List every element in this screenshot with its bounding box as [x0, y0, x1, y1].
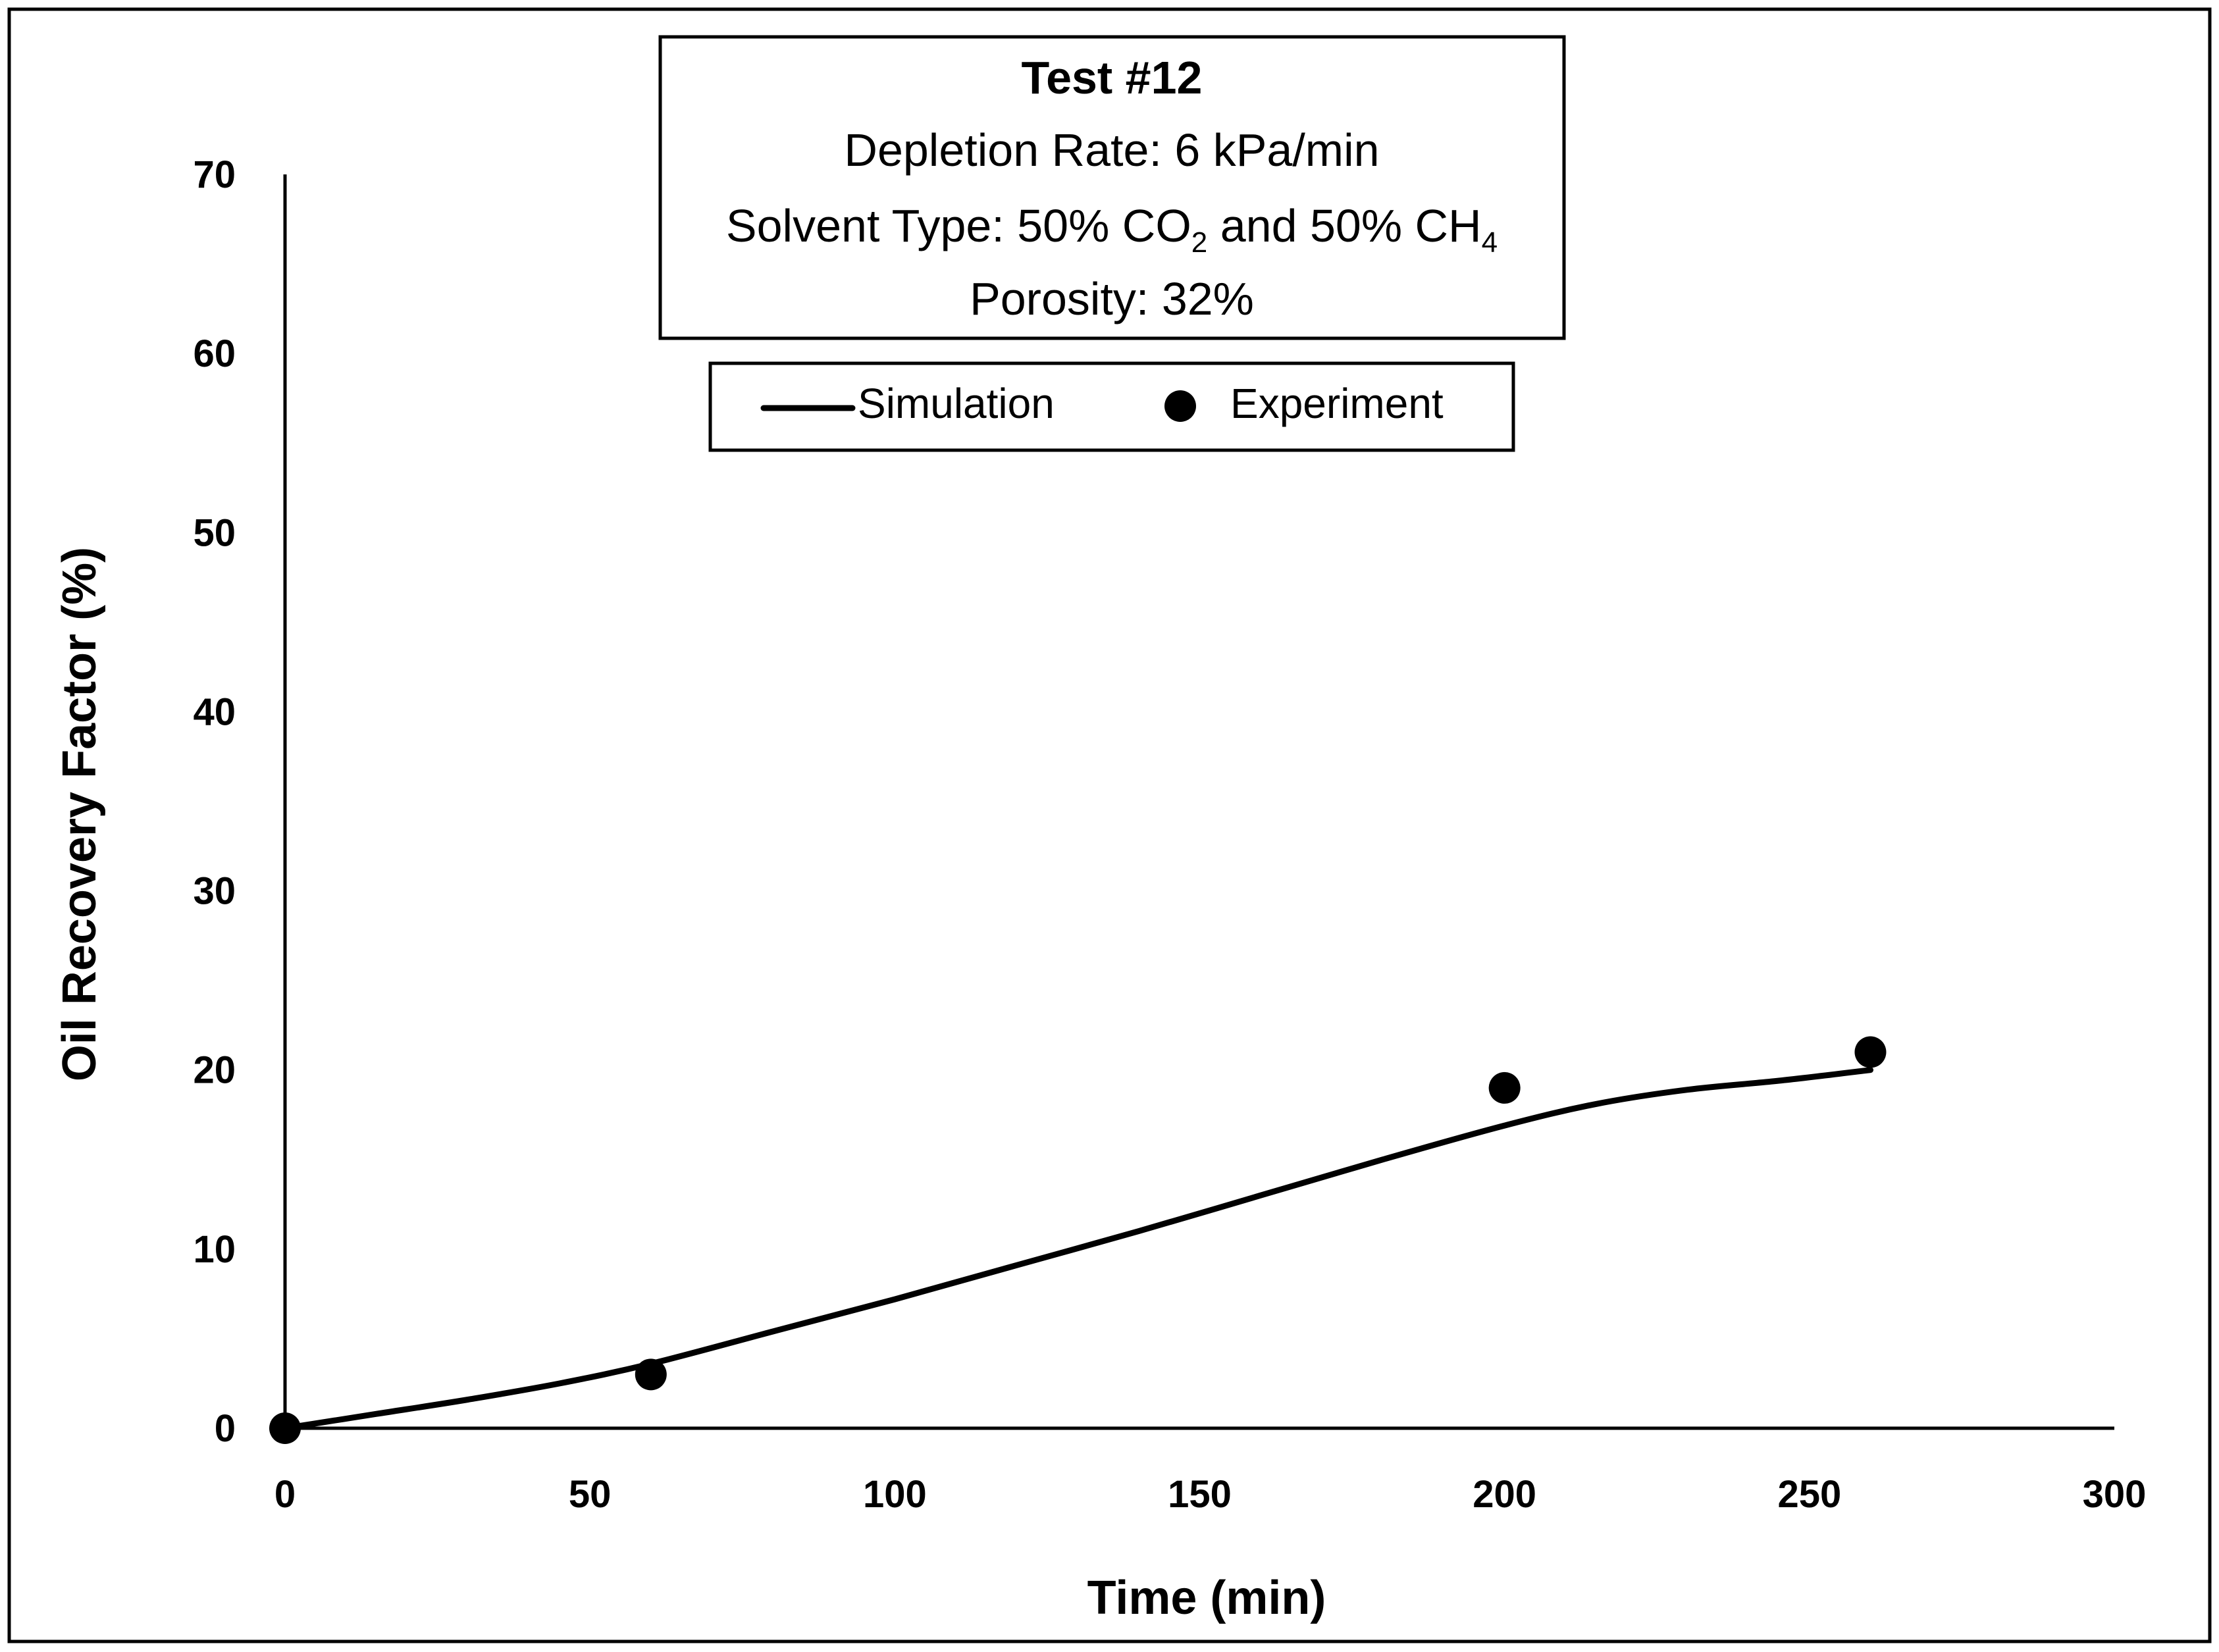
x-tick-label: 0	[274, 1473, 296, 1516]
x-tick-label: 200	[1473, 1473, 1536, 1516]
y-tick-label: 60	[193, 332, 236, 375]
x-tick-label: 100	[863, 1473, 927, 1516]
solvent-text-b: and 50% CH	[1207, 200, 1481, 251]
experiment-point	[1488, 1071, 1521, 1104]
experiment-point	[269, 1412, 301, 1444]
solvent-text-a: Solvent Type: 50% CO	[726, 200, 1191, 251]
x-tick-labels: 0 50 100 150 200 250 300	[274, 1473, 2147, 1516]
experiment-point	[1854, 1036, 1887, 1068]
simulation-series-line	[282, 1067, 1873, 1432]
y-tick-label: 20	[193, 1049, 236, 1092]
annotation-frame	[658, 35, 1566, 340]
y-tick-label: 50	[193, 511, 236, 554]
legend-simulation-label: Simulation	[858, 380, 1055, 427]
y-tick-label: 10	[193, 1228, 236, 1271]
x-tick-label: 150	[1168, 1473, 1232, 1516]
y-tick-label: 0	[215, 1407, 236, 1450]
legend-experiment-marker	[1164, 390, 1196, 422]
y-tick-label: 40	[193, 690, 236, 733]
solvent-subscript-co2: 2	[1191, 226, 1207, 259]
annotation-title: Test #12	[1022, 52, 1203, 103]
annotation-solvent-type: Solvent Type: 50% CO2 and 50% CH4	[726, 200, 1498, 259]
solvent-subscript-ch4: 4	[1482, 226, 1498, 259]
x-tick-label: 300	[2083, 1473, 2147, 1516]
legend: Simulation Experiment	[708, 361, 1515, 452]
y-axis-title: Oil Recovery Factor (%)	[53, 547, 106, 1081]
annotation-box: Test #12 Depletion Rate: 6 kPa/min Solve…	[658, 35, 1566, 340]
x-tick-label: 50	[569, 1473, 612, 1516]
x-axis-title: Time (min)	[1087, 1572, 1326, 1624]
experiment-point	[635, 1358, 667, 1391]
experiment-series-points	[269, 1036, 1887, 1444]
x-tick-label: 250	[1777, 1473, 1841, 1516]
y-tick-label: 70	[193, 153, 236, 196]
y-tick-labels: 0 10 20 30 40 50 60 70	[193, 153, 236, 1450]
y-tick-label: 30	[193, 870, 236, 913]
legend-experiment-label: Experiment	[1230, 380, 1444, 427]
annotation-depletion-rate: Depletion Rate: 6 kPa/min	[844, 124, 1379, 176]
annotation-porosity: Porosity: 32%	[970, 273, 1254, 324]
